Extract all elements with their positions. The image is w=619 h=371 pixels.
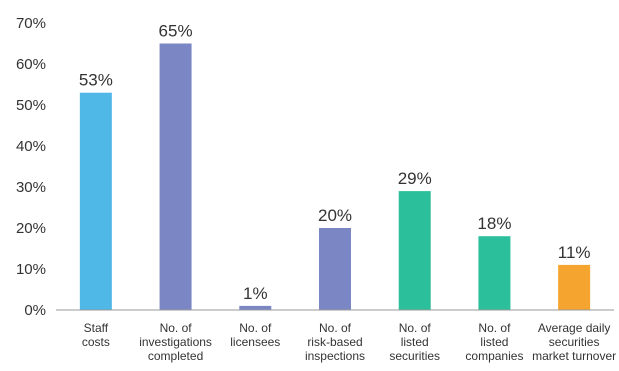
y-tick-label: 0%	[24, 302, 46, 319]
category-label-line: No. of	[319, 321, 352, 335]
y-tick-label: 60%	[16, 56, 46, 73]
bar	[478, 236, 511, 310]
category-label-line: Average daily	[538, 321, 611, 335]
y-tick-label: 70%	[16, 15, 46, 32]
bar	[398, 191, 431, 310]
y-tick-label: 20%	[16, 220, 46, 237]
category-label-line: Staff	[84, 321, 109, 335]
category-label-line: licensees	[230, 335, 280, 349]
category-label-line: listed	[401, 335, 429, 349]
bar	[239, 305, 272, 310]
category-label-line: No. of	[160, 321, 193, 335]
bar	[79, 92, 112, 310]
data-label: 18%	[477, 214, 511, 233]
y-tick-label: 50%	[16, 97, 46, 114]
bar	[159, 43, 192, 310]
category-label-line: No. of	[239, 321, 272, 335]
category-label: No. of risk-based inspections	[305, 321, 365, 363]
y-tick-label: 40%	[16, 138, 46, 155]
category-label: No. of licensees	[230, 321, 280, 349]
category-label-line: inspections	[305, 349, 365, 363]
bar	[319, 228, 351, 310]
bars	[79, 43, 591, 310]
data-label: 20%	[318, 206, 352, 225]
data-label: 1%	[243, 284, 268, 303]
category-label-line: No. of	[399, 321, 432, 335]
data-labels: 53% 65% 1% 20% 29% 18% 11%	[79, 22, 591, 303]
data-label: 11%	[558, 243, 591, 262]
category-label-line: companies	[465, 349, 523, 363]
category-label-line: completed	[148, 349, 203, 363]
category-label: Staff costs	[82, 321, 110, 349]
category-label: No. of listed companies	[465, 321, 523, 363]
data-label: 53%	[79, 71, 113, 90]
category-label: No. of listed securities	[389, 321, 440, 363]
category-label-line: risk-based	[307, 335, 362, 349]
bar	[558, 264, 591, 310]
category-label: Average daily securities market turnover	[532, 321, 616, 363]
data-label: 29%	[398, 169, 432, 188]
data-label: 65%	[159, 22, 193, 41]
category-label-line: market turnover	[532, 349, 616, 363]
category-label-line: securities	[549, 335, 600, 349]
category-label-line: costs	[82, 335, 110, 349]
y-axis: 0% 10% 20% 30% 40% 50% 60% 70%	[16, 15, 46, 319]
category-label-line: No. of	[478, 321, 511, 335]
category-label: No. of investigations completed	[139, 321, 212, 363]
y-tick-label: 10%	[16, 261, 46, 278]
category-label-line: investigations	[139, 335, 212, 349]
category-label-line: listed	[480, 335, 508, 349]
category-label-line: securities	[389, 349, 440, 363]
y-tick-label: 30%	[16, 179, 46, 196]
